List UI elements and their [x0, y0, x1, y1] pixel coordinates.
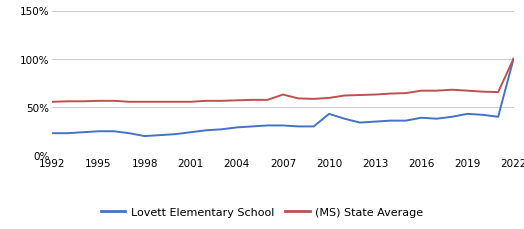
Lovett Elementary School	[141, 135, 148, 138]
(MS) State Average	[249, 99, 255, 102]
(MS) State Average	[126, 101, 133, 104]
(MS) State Average	[295, 98, 301, 100]
Lovett Elementary School	[510, 58, 517, 61]
(MS) State Average	[49, 101, 56, 104]
Lovett Elementary School	[234, 126, 240, 129]
(MS) State Average	[357, 94, 363, 97]
(MS) State Average	[418, 90, 424, 93]
(MS) State Average	[234, 100, 240, 102]
(MS) State Average	[372, 94, 378, 96]
(MS) State Average	[311, 98, 317, 101]
(MS) State Average	[265, 99, 271, 102]
Lovett Elementary School	[280, 125, 286, 127]
(MS) State Average	[111, 100, 117, 103]
Line: (MS) State Average: (MS) State Average	[52, 60, 514, 102]
(MS) State Average	[157, 101, 163, 104]
(MS) State Average	[219, 100, 225, 103]
(MS) State Average	[495, 91, 501, 94]
Lovett Elementary School	[479, 114, 486, 117]
Lovett Elementary School	[157, 134, 163, 137]
Lovett Elementary School	[311, 125, 317, 128]
(MS) State Average	[64, 101, 71, 103]
Lovett Elementary School	[326, 113, 332, 116]
(MS) State Average	[280, 94, 286, 96]
Lovett Elementary School	[172, 133, 179, 136]
(MS) State Average	[80, 101, 86, 103]
Lovett Elementary School	[341, 118, 347, 120]
Lovett Elementary School	[188, 131, 194, 134]
(MS) State Average	[203, 100, 209, 103]
(MS) State Average	[172, 101, 179, 104]
(MS) State Average	[95, 100, 102, 103]
Lovett Elementary School	[357, 122, 363, 124]
(MS) State Average	[326, 97, 332, 100]
Lovett Elementary School	[295, 125, 301, 128]
(MS) State Average	[141, 101, 148, 104]
Lovett Elementary School	[126, 132, 133, 135]
Legend: Lovett Elementary School, (MS) State Average: Lovett Elementary School, (MS) State Ave…	[96, 202, 428, 221]
(MS) State Average	[464, 90, 471, 93]
(MS) State Average	[403, 92, 409, 95]
(MS) State Average	[433, 90, 440, 93]
Lovett Elementary School	[219, 128, 225, 131]
Lovett Elementary School	[265, 125, 271, 127]
Lovett Elementary School	[418, 117, 424, 120]
Lovett Elementary School	[80, 131, 86, 134]
Lovett Elementary School	[449, 116, 455, 119]
Lovett Elementary School	[95, 130, 102, 133]
Line: Lovett Elementary School: Lovett Elementary School	[52, 60, 514, 136]
(MS) State Average	[449, 89, 455, 92]
Lovett Elementary School	[64, 132, 71, 135]
(MS) State Average	[341, 95, 347, 98]
Lovett Elementary School	[203, 129, 209, 132]
Lovett Elementary School	[372, 121, 378, 123]
(MS) State Average	[510, 58, 517, 61]
(MS) State Average	[387, 93, 394, 95]
Lovett Elementary School	[111, 130, 117, 133]
Lovett Elementary School	[387, 120, 394, 123]
Lovett Elementary School	[49, 132, 56, 135]
Lovett Elementary School	[464, 113, 471, 116]
(MS) State Average	[479, 91, 486, 94]
Lovett Elementary School	[403, 120, 409, 123]
(MS) State Average	[188, 101, 194, 104]
Lovett Elementary School	[433, 118, 440, 120]
Lovett Elementary School	[495, 116, 501, 119]
Lovett Elementary School	[249, 125, 255, 128]
